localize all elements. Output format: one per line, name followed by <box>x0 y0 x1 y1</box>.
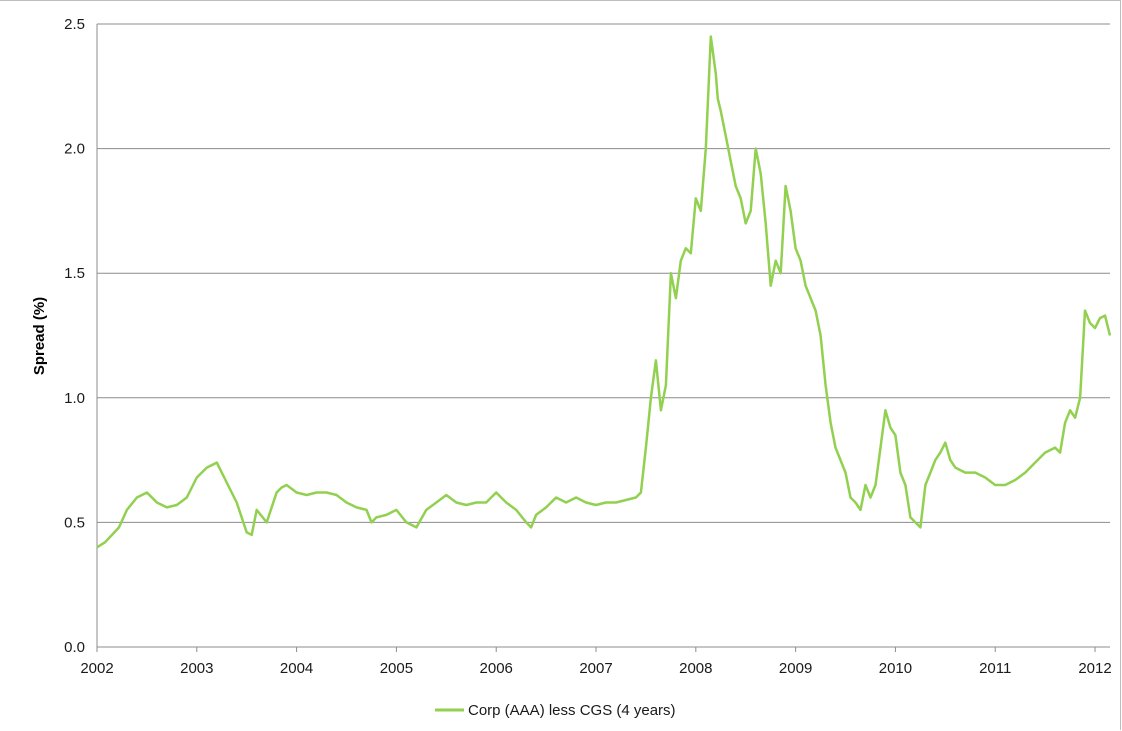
y-tick-label: 0.0 <box>64 639 85 656</box>
legend-label: Corp (AAA) less CGS (4 years) <box>468 702 676 719</box>
x-tick-label: 2004 <box>280 660 313 677</box>
x-tick-label: 2011 <box>979 660 1011 677</box>
y-tick-label: 1.0 <box>64 390 85 407</box>
gridlines <box>97 23 1110 523</box>
y-tick-label: 0.5 <box>64 514 85 531</box>
y-tick-label: 1.5 <box>64 265 85 282</box>
x-tick-label: 2003 <box>180 660 213 677</box>
x-tick-label: 2012 <box>1078 660 1111 677</box>
x-tick-label: 2010 <box>879 660 912 677</box>
x-tick-label: 2008 <box>679 660 712 677</box>
series-group <box>96 35 1112 549</box>
x-tick-labels: 2002 2003 2004 2005 2006 2007 2008 2009 2010 2011… <box>80 647 1112 677</box>
y-tick-label: 2.5 <box>64 16 85 33</box>
axes <box>96 24 1110 648</box>
legend[interactable]: Corp (AAA) less CGS (4 years) <box>435 702 676 719</box>
y-tick-labels: 0.0 0.5 1.0 1.5 2.0 2.5 <box>64 16 85 656</box>
x-tick-label: 2005 <box>380 660 413 677</box>
x-tick-label: 2006 <box>480 660 513 677</box>
y-axis-label: Spread (%) <box>31 297 48 375</box>
x-tick-label: 2007 <box>579 660 612 677</box>
series-line-0 <box>96 35 1112 549</box>
x-tick-label: 2009 <box>779 660 812 677</box>
x-tick-label: 2002 <box>80 660 113 677</box>
y-tick-label: 2.0 <box>64 141 85 158</box>
